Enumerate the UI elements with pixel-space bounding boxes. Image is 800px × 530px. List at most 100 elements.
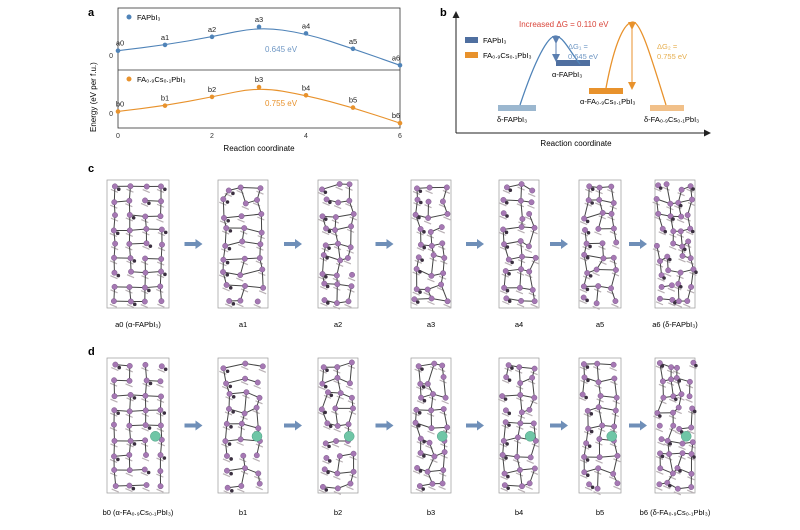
organic-bond bbox=[156, 427, 165, 433]
iodine-atom bbox=[499, 452, 506, 458]
iodine-atom bbox=[666, 451, 673, 457]
organic-bond bbox=[655, 365, 664, 370]
organic-bond bbox=[580, 232, 589, 237]
organic-bond bbox=[156, 188, 165, 193]
organic-bond bbox=[678, 249, 686, 254]
iodine-atom bbox=[678, 391, 685, 398]
organic-bond bbox=[125, 472, 134, 477]
iodine-atom bbox=[676, 298, 682, 305]
iodine-atom bbox=[441, 255, 448, 261]
iodine-atom bbox=[111, 467, 118, 473]
data-point bbox=[162, 103, 168, 108]
data-point bbox=[303, 93, 309, 98]
organic-bond bbox=[668, 245, 677, 251]
step-arrow bbox=[550, 239, 568, 249]
organic-bond bbox=[157, 368, 166, 373]
organic-bond bbox=[667, 287, 676, 292]
lead-atom bbox=[506, 474, 510, 479]
organic-bond bbox=[110, 275, 118, 280]
iodine-atom bbox=[337, 257, 344, 264]
cesium-atom bbox=[343, 431, 355, 442]
iodine-atom bbox=[220, 365, 227, 372]
iodine-atom bbox=[676, 426, 683, 432]
organic-bond bbox=[515, 290, 524, 295]
organic-bond bbox=[237, 243, 246, 249]
lead-atom bbox=[586, 231, 591, 235]
iodine-atom bbox=[668, 364, 675, 371]
bond bbox=[224, 228, 227, 246]
iodine-atom bbox=[412, 211, 419, 218]
organic-bond bbox=[440, 443, 448, 448]
iodine-atom bbox=[583, 240, 590, 247]
iodine-atom bbox=[532, 437, 539, 444]
lead-atom bbox=[678, 284, 683, 289]
iodine-atom bbox=[530, 420, 537, 427]
lead-atom bbox=[116, 457, 120, 462]
organic-bond bbox=[527, 204, 535, 209]
bond bbox=[612, 455, 618, 474]
iodine-atom bbox=[581, 469, 588, 476]
lead-atom bbox=[422, 454, 426, 458]
lead-atom bbox=[677, 379, 682, 383]
point-label: b6 bbox=[392, 111, 400, 120]
iodine-atom bbox=[654, 410, 661, 416]
data-point bbox=[256, 24, 262, 30]
iodine-atom bbox=[126, 467, 133, 474]
iodine-atom bbox=[418, 394, 424, 401]
organic-bond bbox=[141, 427, 149, 432]
iodine-atom bbox=[580, 294, 587, 301]
bond bbox=[244, 285, 264, 289]
y-axis-label: Energy (eV per f.u.) bbox=[89, 62, 98, 132]
iodine-atom bbox=[684, 212, 691, 218]
iodine-atom bbox=[501, 284, 508, 291]
iodine-atom bbox=[142, 422, 149, 428]
organic-bond bbox=[323, 394, 332, 399]
organic-bond bbox=[412, 271, 420, 276]
lead-atom bbox=[231, 395, 236, 399]
iodine-atom bbox=[667, 200, 674, 207]
iodine-atom bbox=[158, 256, 165, 262]
iodine-atom bbox=[517, 380, 524, 386]
organic-bond bbox=[579, 299, 587, 305]
iodine-atom bbox=[531, 224, 538, 231]
iodine-atom bbox=[500, 210, 507, 217]
iodine-atom bbox=[439, 240, 446, 247]
iodine-atom bbox=[319, 271, 326, 277]
bond bbox=[223, 258, 245, 261]
iodine-atom bbox=[611, 423, 617, 430]
iodine-atom bbox=[532, 254, 539, 261]
iodine-atom bbox=[580, 361, 587, 368]
iodine-atom bbox=[221, 215, 227, 221]
iodine-atom bbox=[237, 272, 244, 279]
organic-bond bbox=[673, 491, 682, 496]
organic-bond bbox=[674, 409, 682, 415]
iodine-atom bbox=[428, 295, 435, 302]
bond bbox=[528, 271, 534, 291]
bond bbox=[666, 184, 671, 204]
iodine-atom bbox=[503, 374, 510, 381]
organic-bond bbox=[686, 188, 694, 193]
organic-bond bbox=[412, 190, 421, 195]
organic-bond bbox=[427, 430, 435, 435]
bond bbox=[502, 454, 506, 474]
organic-bond bbox=[126, 274, 135, 279]
lead-atom bbox=[147, 426, 152, 430]
organic-bond bbox=[240, 415, 248, 420]
iodine-atom bbox=[655, 182, 662, 189]
iodine-atom bbox=[580, 283, 587, 290]
iodine-atom bbox=[500, 197, 507, 203]
iodine-atom bbox=[332, 214, 339, 221]
iodine-atom bbox=[126, 241, 133, 247]
lead-atom bbox=[329, 393, 334, 398]
organic-bond bbox=[595, 459, 603, 464]
iodine-atom bbox=[334, 470, 341, 477]
bond bbox=[503, 199, 521, 202]
organic-bond bbox=[333, 428, 341, 433]
lead-atom bbox=[585, 298, 589, 303]
organic-bond bbox=[237, 218, 245, 223]
iodine-atom bbox=[260, 284, 267, 291]
iodine-atom bbox=[112, 240, 119, 247]
iodine-atom bbox=[677, 228, 684, 235]
iodine-atom bbox=[318, 406, 325, 413]
organic-bond bbox=[677, 192, 685, 197]
